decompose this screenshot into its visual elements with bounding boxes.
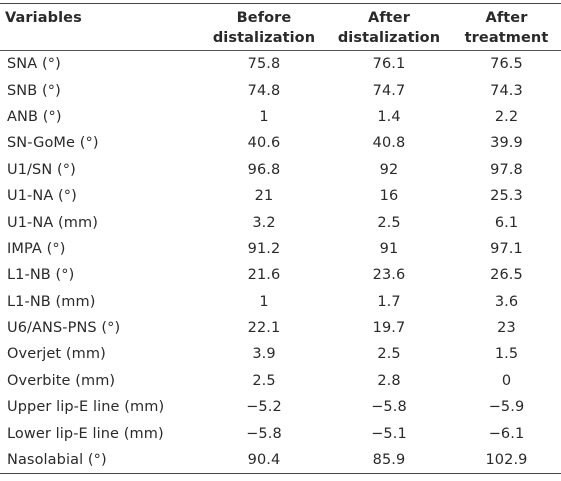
cell-variable: U1-NA (mm) [7,214,99,231]
header-before-line1: Before [236,10,292,26]
cell-after-distalization: 16 [379,188,399,205]
table-row: Overjet (mm) 3.9 2.5 1.5 [0,341,561,367]
header-after-dist-line2: distalization [337,30,441,46]
cell-after-distalization: 2.5 [377,214,401,231]
table-row: SN-GoMe (°) 40.6 40.8 39.9 [0,130,561,156]
header-before-distalization: Before distalization [202,3,326,51]
table-row: Overbite (mm) 2.5 2.8 0 [0,368,561,394]
cell-after-treatment: −5.9 [488,399,525,416]
cell-after-treatment: −6.1 [488,425,525,442]
cell-variable: U1/SN (°) [7,161,76,178]
table-row: U6/ANS-PNS (°) 22.1 19.7 23 [0,315,561,341]
table-row: SNA (°) 75.8 76.1 76.5 [0,51,561,78]
table-row: U1-NA (mm) 3.2 2.5 6.1 [0,209,561,235]
cell-variable: Overbite (mm) [7,372,116,389]
table-row: Upper lip-E line (mm) −5.2 −5.8 −5.9 [0,394,561,420]
cell-after-distalization: 85.9 [326,446,452,475]
header-after-treat-line1: After [485,10,528,26]
cell-after-distalization: 19.7 [372,320,406,337]
cell-variable: L1-NB (°) [7,267,75,284]
header-before-line2: distalization [212,30,316,46]
table-row: IMPA (°) 91.2 91 97.1 [0,236,561,262]
table-row: U1-NA (°) 21 16 25.3 [0,183,561,209]
cell-after-treatment: 39.9 [490,135,523,152]
cell-before-distalization: 3.9 [252,346,276,363]
cell-before-distalization: 21 [254,188,274,205]
table-row: SNB (°) 74.8 74.7 74.3 [0,77,561,103]
cell-after-distalization: 1.7 [377,293,401,310]
cell-after-distalization: 2.5 [377,346,401,363]
cell-before-distalization: 3.2 [252,214,276,231]
cell-after-treatment: 97.8 [490,161,523,178]
table-header: Variables Before distalization After dis… [0,3,561,51]
cephalometric-table: Variables Before distalization After dis… [0,3,561,475]
cell-after-treatment: 3.6 [494,293,519,310]
cell-variable: Overjet (mm) [7,346,106,363]
cell-before-distalization: 90.4 [202,446,326,475]
cell-variable: Nasolabial (°) [0,446,202,475]
cell-variable: Upper lip-E line (mm) [7,399,165,416]
table-row: Lower lip-E line (mm) −5.8 −5.1 −6.1 [0,420,561,446]
cell-after-distalization: 76.1 [372,56,406,73]
cell-after-treatment: 6.1 [494,214,519,231]
cell-after-distalization: 74.7 [372,82,406,99]
header-variables-label: Variables [5,10,82,26]
cell-after-distalization: 91 [379,240,399,257]
cell-before-distalization: 96.8 [247,161,281,178]
cell-after-treatment: 25.3 [490,188,523,205]
cell-after-treatment: 26.5 [490,267,523,284]
header-after-treatment: After treatment [452,3,561,51]
cell-after-distalization: 23.6 [372,267,406,284]
cell-before-distalization: 75.8 [247,56,281,73]
header-row: Variables Before distalization After dis… [0,3,561,51]
cell-before-distalization: 74.8 [247,82,281,99]
header-after-distalization: After distalization [326,3,452,51]
cell-before-distalization: 91.2 [247,240,281,257]
cell-variable: U6/ANS-PNS (°) [7,320,121,337]
cell-after-distalization: 92 [379,161,399,178]
table-body: SNA (°) 75.8 76.1 76.5 SNB (°) 74.8 74.7 74.3 AN… [0,51,561,475]
cell-after-distalization: 2.8 [377,372,401,389]
header-after-dist-line1: After [368,10,410,26]
cell-after-distalization: −5.1 [371,425,407,442]
cell-after-distalization: −5.8 [371,399,407,416]
cell-after-treatment: 97.1 [490,240,523,257]
cell-after-treatment: 1.5 [494,346,519,363]
cell-after-treatment: 23 [497,320,516,337]
cell-variable: U1-NA (°) [7,188,77,205]
cell-before-distalization: 1 [259,108,269,125]
cell-after-treatment: 76.5 [490,56,523,73]
table-row: L1-NB (°) 21.6 23.6 26.5 [0,262,561,288]
cell-after-treatment: 0 [501,372,512,389]
cell-before-distalization: −5.8 [246,425,282,442]
cell-variable: L1-NB (mm) [7,293,96,310]
cell-before-distalization: 22.1 [247,320,281,337]
cell-after-treatment: 102.9 [452,446,561,475]
table-row: Nasolabial (°) 90.4 85.9 102.9 [0,446,561,475]
cell-before-distalization: −5.2 [246,399,282,416]
cell-after-treatment: 2.2 [494,108,519,125]
cell-before-distalization: 1 [259,293,269,310]
cell-variable: Lower lip-E line (mm) [7,425,164,442]
cell-before-distalization: 2.5 [252,372,276,389]
cell-before-distalization: 40.6 [247,135,281,152]
header-after-treat-line2: treatment [464,30,549,46]
cell-variable: SN-GoMe (°) [7,135,99,152]
table-row: ANB (°) 1 1.4 2.2 [0,104,561,130]
cell-after-distalization: 1.4 [377,108,401,125]
cell-before-distalization: 21.6 [247,267,281,284]
cell-variable: SNA (°) [7,56,61,73]
cell-variable: SNB (°) [7,82,61,99]
header-variables: Variables [0,3,202,51]
cell-variable: IMPA (°) [7,240,66,257]
table-row: U1/SN (°) 96.8 92 97.8 [0,157,561,183]
table-row: L1-NB (mm) 1 1.7 3.6 [0,289,561,315]
cell-after-treatment: 74.3 [490,82,523,99]
cell-variable: ANB (°) [7,108,62,125]
cell-after-distalization: 40.8 [372,135,406,152]
